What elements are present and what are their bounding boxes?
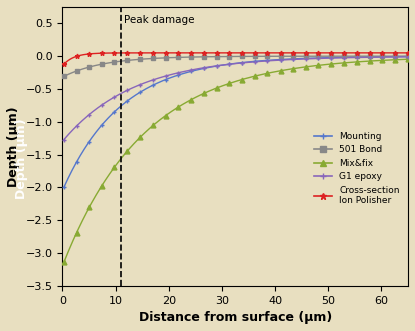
Text: Depth (μm): Depth (μm) [15, 118, 28, 199]
Text: Peak damage: Peak damage [124, 16, 194, 25]
X-axis label: Distance from surface (μm): Distance from surface (μm) [139, 311, 332, 324]
Legend: Mounting, 501 Bond, Mix&fix, G1 epoxy, Cross-section
Ion Polisher: Mounting, 501 Bond, Mix&fix, G1 epoxy, C… [310, 128, 403, 209]
Y-axis label: Depth (μm): Depth (μm) [7, 106, 20, 187]
